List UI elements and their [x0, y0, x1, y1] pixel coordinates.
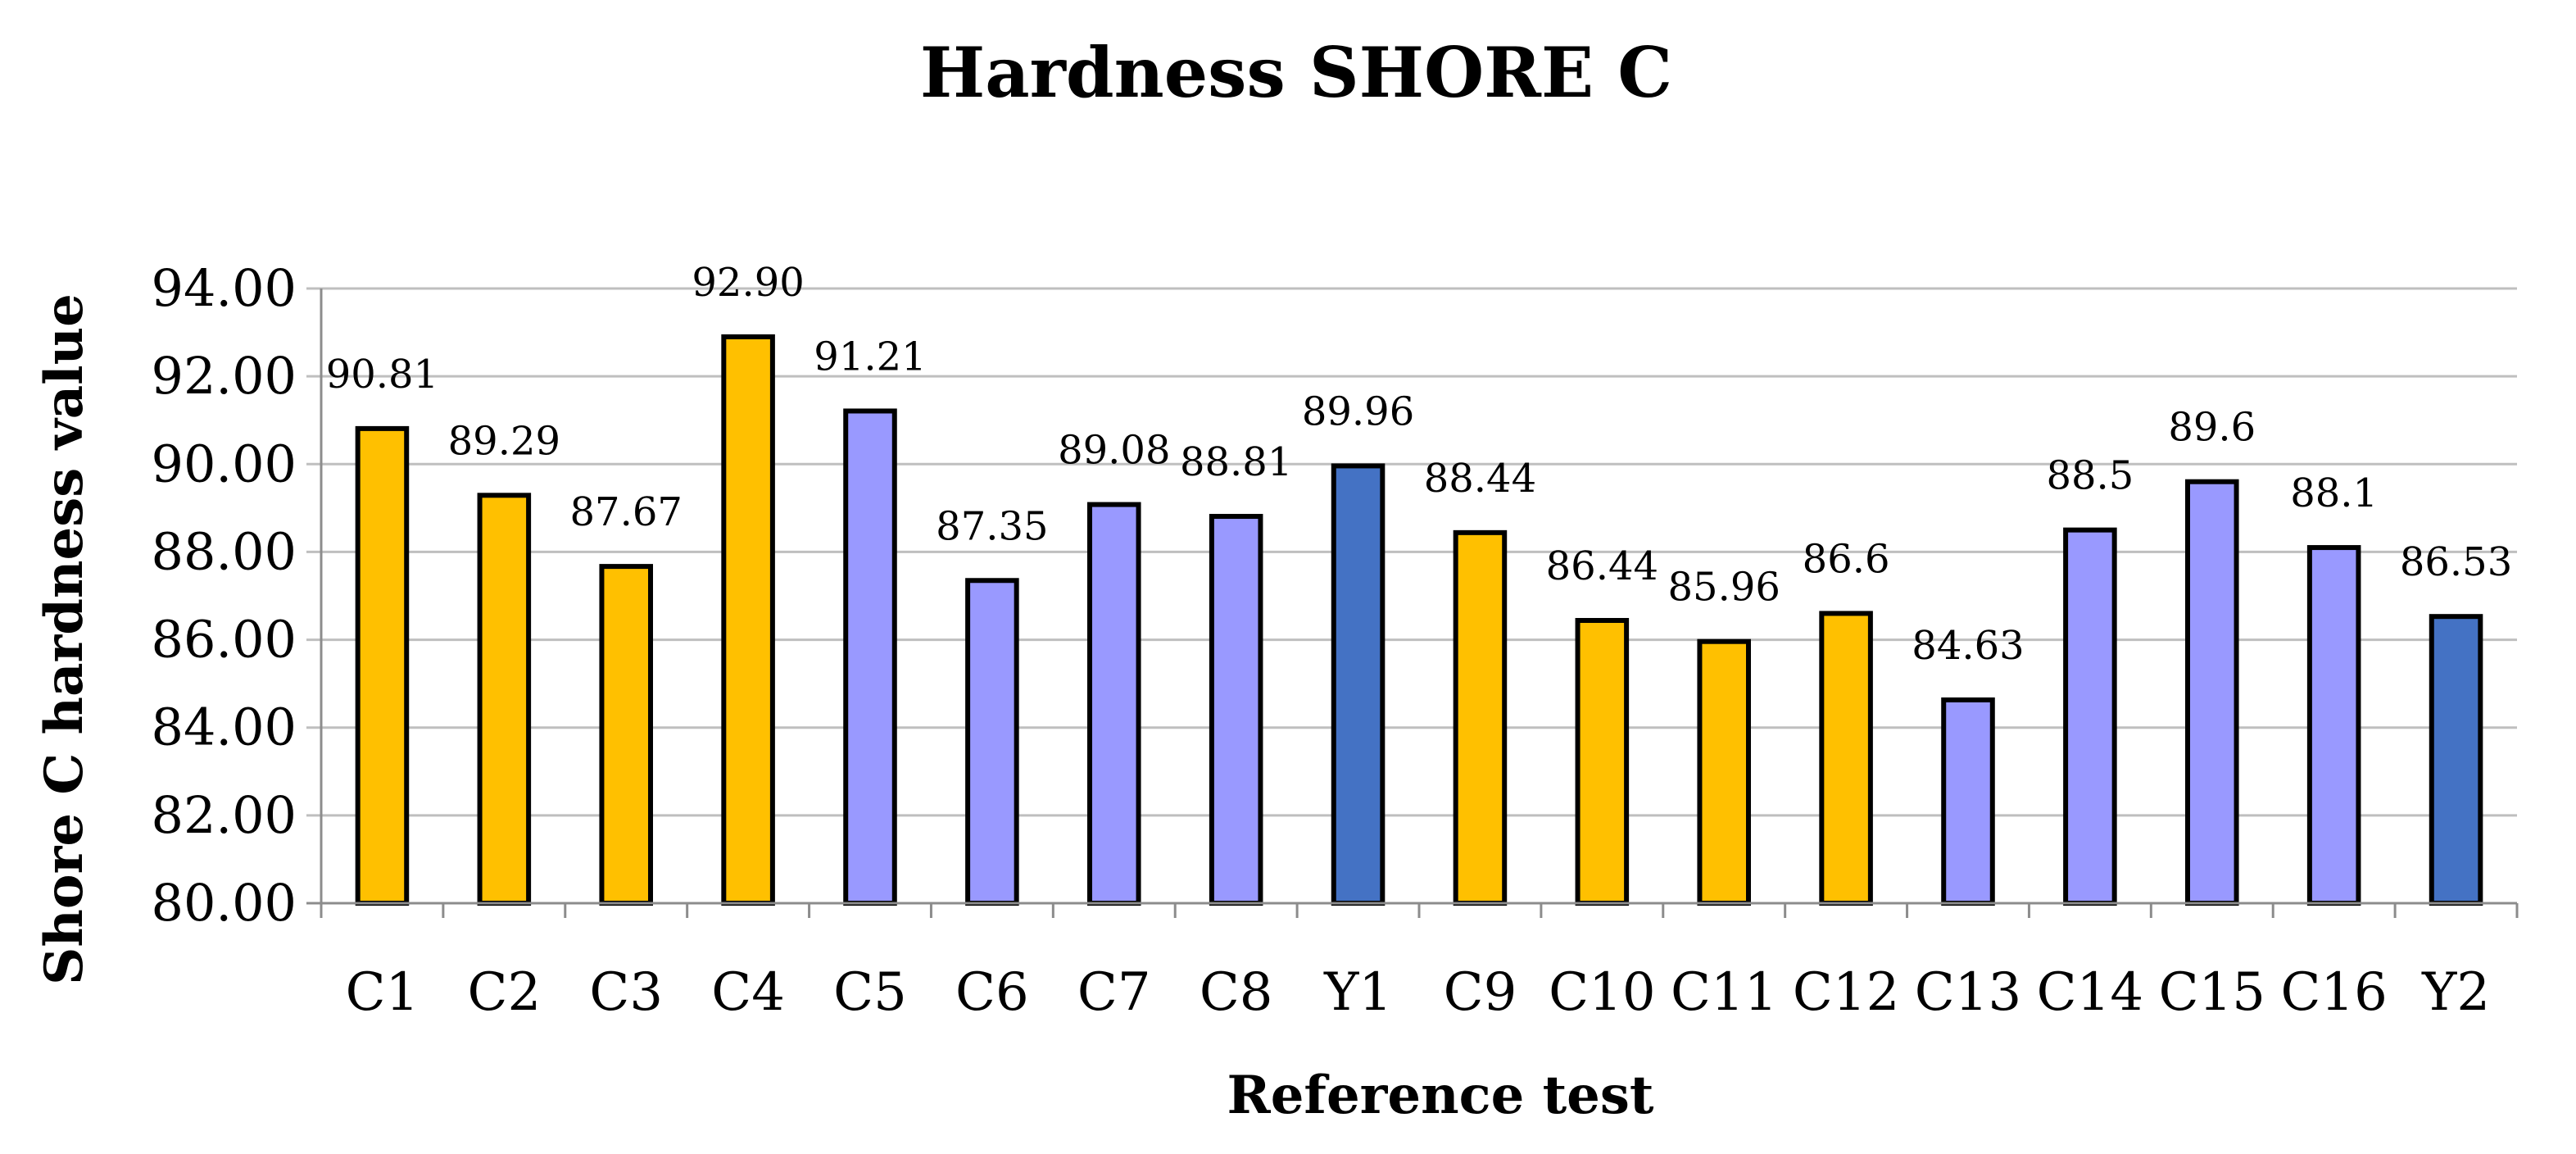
data-label-c8: 88.81 [1180, 439, 1292, 485]
data-label-c5: 91.21 [814, 334, 926, 379]
y-tick-label: 88.00 [152, 521, 297, 581]
data-label-c11: 85.96 [1668, 565, 1780, 611]
y-tick-label: 94.00 [152, 258, 297, 318]
bar-c16 [2306, 545, 2361, 906]
category-label-c13: C13 [1915, 962, 2021, 1023]
bar-c13 [1941, 697, 1995, 906]
category-label-c9: C9 [1444, 962, 1517, 1023]
data-label-c7: 89.08 [1058, 428, 1170, 474]
chart-title: Hardness SHORE C [920, 32, 1672, 113]
data-label-c13: 84.63 [1912, 623, 2024, 669]
data-label-c16: 88.1 [2290, 470, 2378, 516]
bar-c14 [2063, 527, 2117, 906]
category-label-c5: C5 [833, 962, 907, 1023]
category-label-c2: C2 [467, 962, 541, 1023]
data-label-c12: 86.6 [1803, 536, 1890, 582]
bar-c12 [1819, 611, 1873, 906]
y-tick-label: 92.00 [152, 346, 297, 406]
data-label-c10: 86.44 [1546, 543, 1658, 589]
y-tick-label: 82.00 [152, 785, 297, 845]
category-label-c3: C3 [589, 962, 663, 1023]
category-label-y1: Y1 [1323, 962, 1392, 1023]
y-tick-label: 80.00 [152, 873, 297, 933]
data-label-c3: 87.67 [570, 489, 683, 535]
data-label-c1: 90.81 [326, 352, 438, 398]
bars [355, 334, 2483, 906]
category-label-c15: C15 [2159, 962, 2265, 1023]
data-label-c14: 88.5 [2046, 453, 2134, 499]
category-label-y2: Y2 [2421, 962, 2490, 1023]
data-label-y1: 89.96 [1302, 388, 1414, 434]
bar-c15 [2185, 479, 2239, 906]
category-label-c16: C16 [2280, 962, 2387, 1023]
category-label-c4: C4 [711, 962, 785, 1023]
bar-c2 [477, 493, 532, 906]
bar-c7 [1087, 502, 1141, 906]
bar-c4 [721, 334, 775, 906]
data-label-c4: 92.90 [692, 260, 804, 306]
category-label-c12: C12 [1793, 962, 1899, 1023]
bar-c6 [965, 578, 1019, 906]
category-label-c14: C14 [2037, 962, 2143, 1023]
bar-c5 [843, 408, 897, 906]
bar-c11 [1697, 638, 1751, 906]
data-label-c2: 89.29 [448, 418, 560, 464]
category-label-c8: C8 [1200, 962, 1273, 1023]
data-label-y2: 86.53 [2400, 539, 2512, 585]
category-label-c6: C6 [955, 962, 1029, 1023]
gridlines [306, 287, 2517, 817]
y-tick-label: 90.00 [152, 434, 297, 493]
y-tick-label: 86.00 [152, 610, 297, 670]
category-label-c11: C11 [1671, 962, 1777, 1023]
bar-c10 [1575, 618, 1630, 906]
bar-c3 [599, 564, 654, 906]
bar-c9 [1453, 529, 1508, 906]
y-axis-title: Shore C hardness value [34, 293, 95, 985]
y-tick-label: 84.00 [152, 697, 297, 757]
bar-y1 [1331, 463, 1386, 906]
bar-c1 [355, 425, 410, 906]
bar-c8 [1209, 514, 1263, 906]
x-axis-categories: C1 C2 C3 C4 C5 C6 C7 C8 Y1 C9 C10 C11 C12 C13 C14 C15 C1… [320, 903, 2519, 1023]
category-label-c1: C1 [346, 962, 420, 1023]
data-label-c15: 89.6 [2168, 405, 2256, 451]
x-axis-title: Reference test [1227, 1065, 1654, 1126]
data-label-c9: 88.44 [1424, 456, 1536, 502]
bar-y2 [2429, 614, 2483, 906]
data-label-c6: 87.35 [936, 503, 1048, 549]
category-label-c10: C10 [1549, 962, 1655, 1023]
y-axis-ticks: 80.00 82.00 84.00 86.00 88.00 90.00 92.00 94.00 [152, 258, 297, 933]
category-label-c7: C7 [1077, 962, 1151, 1023]
